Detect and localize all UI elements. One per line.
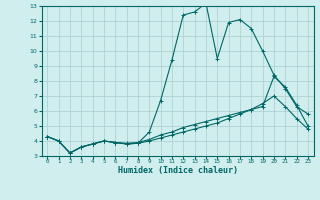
X-axis label: Humidex (Indice chaleur): Humidex (Indice chaleur) — [118, 166, 237, 175]
